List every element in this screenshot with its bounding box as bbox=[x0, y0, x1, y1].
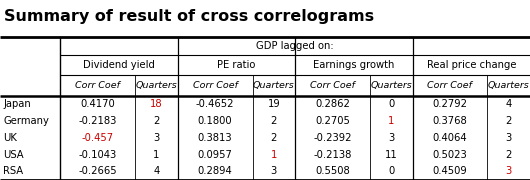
Text: Quarters: Quarters bbox=[370, 81, 412, 90]
Text: -0.2138: -0.2138 bbox=[313, 150, 352, 159]
Text: GDP lagged on:: GDP lagged on: bbox=[257, 41, 334, 51]
Text: -0.4652: -0.4652 bbox=[196, 99, 234, 109]
Text: 0.2792: 0.2792 bbox=[432, 99, 467, 109]
Text: Corr Coef: Corr Coef bbox=[310, 81, 355, 90]
Text: 1: 1 bbox=[153, 150, 160, 159]
Text: 3: 3 bbox=[153, 133, 160, 143]
Text: Corr Coef: Corr Coef bbox=[428, 81, 472, 90]
Text: UK: UK bbox=[3, 133, 17, 143]
Text: USA: USA bbox=[3, 150, 24, 159]
Text: 2: 2 bbox=[271, 116, 277, 126]
Text: 0: 0 bbox=[388, 166, 394, 176]
Text: 0.3813: 0.3813 bbox=[198, 133, 232, 143]
Text: Corr Coef: Corr Coef bbox=[75, 81, 120, 90]
Text: 1: 1 bbox=[271, 150, 277, 159]
Text: 2: 2 bbox=[153, 116, 160, 126]
Text: Summary of result of cross correlograms: Summary of result of cross correlograms bbox=[4, 9, 374, 24]
Text: Corr Coef: Corr Coef bbox=[192, 81, 237, 90]
Text: 0.5508: 0.5508 bbox=[315, 166, 350, 176]
Text: -0.1043: -0.1043 bbox=[78, 150, 117, 159]
Text: 0.0957: 0.0957 bbox=[198, 150, 233, 159]
Text: 0.4509: 0.4509 bbox=[432, 166, 467, 176]
Text: 2: 2 bbox=[271, 133, 277, 143]
Text: 3: 3 bbox=[271, 166, 277, 176]
Text: 0.4064: 0.4064 bbox=[432, 133, 467, 143]
Text: 2: 2 bbox=[506, 150, 512, 159]
Text: Quarters: Quarters bbox=[488, 81, 529, 90]
Text: 0.2862: 0.2862 bbox=[315, 99, 350, 109]
Text: PE ratio: PE ratio bbox=[217, 60, 255, 70]
Text: Quarters: Quarters bbox=[136, 81, 177, 90]
Text: 19: 19 bbox=[268, 99, 280, 109]
Text: 3: 3 bbox=[388, 133, 394, 143]
Text: -0.457: -0.457 bbox=[82, 133, 114, 143]
Text: 1: 1 bbox=[388, 116, 394, 126]
Text: 0.1800: 0.1800 bbox=[198, 116, 232, 126]
Text: Dividend yield: Dividend yield bbox=[83, 60, 155, 70]
Text: 0.5023: 0.5023 bbox=[432, 150, 467, 159]
Text: 3: 3 bbox=[506, 166, 512, 176]
Text: 18: 18 bbox=[150, 99, 163, 109]
Text: -0.2392: -0.2392 bbox=[313, 133, 352, 143]
Text: 3: 3 bbox=[506, 133, 512, 143]
Text: -0.2183: -0.2183 bbox=[78, 116, 117, 126]
Text: 0.2705: 0.2705 bbox=[315, 116, 350, 126]
Text: 11: 11 bbox=[385, 150, 398, 159]
Text: 4: 4 bbox=[153, 166, 160, 176]
Text: 0.4170: 0.4170 bbox=[80, 99, 115, 109]
Text: 0: 0 bbox=[388, 99, 394, 109]
Text: RSA: RSA bbox=[3, 166, 23, 176]
Text: Earnings growth: Earnings growth bbox=[313, 60, 394, 70]
Text: 4: 4 bbox=[506, 99, 512, 109]
Text: -0.2665: -0.2665 bbox=[78, 166, 117, 176]
Text: 0.3768: 0.3768 bbox=[432, 116, 467, 126]
Text: 2: 2 bbox=[506, 116, 512, 126]
Text: Japan: Japan bbox=[3, 99, 31, 109]
Text: Germany: Germany bbox=[3, 116, 49, 126]
Text: Quarters: Quarters bbox=[253, 81, 295, 90]
Text: Real price change: Real price change bbox=[427, 60, 516, 70]
Text: 0.2894: 0.2894 bbox=[198, 166, 233, 176]
